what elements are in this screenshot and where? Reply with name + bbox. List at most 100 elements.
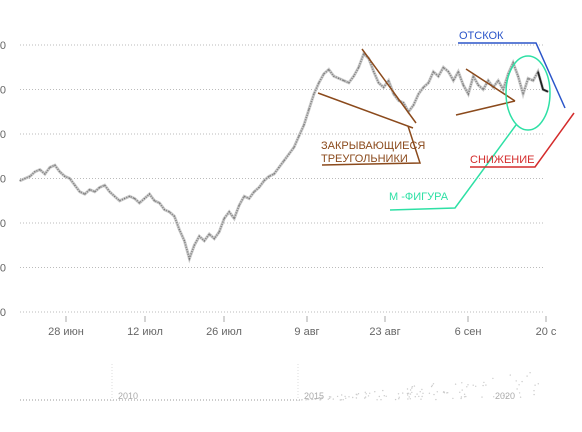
navigator-dot (382, 389, 384, 392)
price-point (522, 93, 524, 95)
navigator-dot (341, 394, 343, 396)
navigator-dot (365, 393, 367, 395)
price-point (109, 191, 111, 193)
price-point (104, 184, 106, 186)
price-series (19, 51, 549, 264)
navigator-dot (327, 398, 329, 400)
navigator-dot (460, 397, 462, 400)
price-point (477, 84, 479, 86)
navigator-dot (459, 391, 461, 393)
price-point (288, 153, 290, 155)
navigator-dot (430, 385, 433, 388)
navigator-dot (421, 395, 423, 398)
navigator-dot (482, 384, 484, 387)
navigator-dot (461, 389, 463, 391)
navigator-dot (369, 392, 371, 394)
price-point (173, 215, 175, 217)
rebound-annotation: ОТСКОК (458, 30, 566, 109)
price-point (89, 189, 91, 191)
y-tick-label: 0 (0, 85, 6, 97)
price-point (353, 75, 355, 77)
navigator-dot (328, 397, 331, 400)
triangles-annotation: ЗАКРЫВАЮЩИЕСЯ ТРЕУГОЛЬНИКИ (317, 48, 516, 166)
y-tick-label: 0 (0, 40, 6, 52)
x-tick-label: 28 июн (48, 326, 84, 338)
navigator-dot (311, 398, 313, 401)
navigator-dot (380, 399, 382, 401)
price-point (39, 169, 41, 171)
navigator-dot (394, 398, 397, 401)
decline-pointer (470, 112, 575, 168)
price-point (348, 82, 350, 84)
navigator-dot (406, 392, 409, 395)
price-point (427, 82, 430, 84)
navigator-dot (407, 394, 409, 396)
navigator-dot (529, 372, 531, 374)
m-figure-annotation: М -ФИГУРА (389, 55, 551, 211)
price-point (238, 204, 240, 206)
navigator[interactable]: 2010 2015 2020 (20, 364, 539, 402)
price-point (148, 193, 151, 195)
navigator-dot (446, 392, 448, 394)
navigator-dot (461, 382, 463, 384)
navigator-dot (533, 393, 535, 396)
m-figure-pointer (389, 124, 517, 211)
y-tick-label: 0 (0, 174, 6, 186)
price-point (388, 80, 390, 82)
price-point (383, 86, 385, 88)
price-point (532, 80, 534, 82)
navigator-dot (492, 377, 494, 380)
triangles-pointer (321, 125, 422, 166)
navigator-dot (518, 384, 520, 386)
price-point (178, 229, 180, 231)
navigator-dot (420, 398, 422, 400)
y-tick-label: 0 (0, 263, 6, 275)
navigator-dot (321, 396, 323, 398)
price-point (432, 71, 434, 73)
y-tick-label: 0 (0, 307, 6, 319)
navigator-tick-label: 2010 (118, 391, 138, 401)
navigator-dot (318, 397, 320, 399)
price-point (188, 258, 190, 260)
price-point (248, 197, 250, 200)
navigator-dot (432, 383, 435, 385)
price-point (308, 108, 310, 111)
navigator-dot (306, 398, 308, 401)
price-point (417, 93, 420, 95)
price-point (74, 184, 76, 186)
price-point (517, 75, 519, 77)
navigator-dot (518, 392, 521, 394)
price-line-latest (537, 71, 549, 93)
price-point (363, 53, 365, 55)
price-point (34, 171, 36, 173)
navigator-dot (385, 395, 387, 397)
price-point (54, 164, 56, 166)
price-point (358, 66, 360, 68)
navigator-dot (364, 396, 367, 398)
navigator-dot (409, 389, 412, 391)
navigator-dot (407, 392, 410, 394)
navigator-dot (465, 395, 467, 398)
price-point (193, 244, 195, 246)
navigator-dot (413, 385, 416, 387)
navigator-dot (406, 388, 409, 390)
navigator-dot (436, 391, 438, 393)
price-point (24, 177, 26, 180)
price-point (158, 202, 161, 204)
navigator-dot (519, 396, 522, 398)
navigator-dot (509, 374, 511, 376)
navigator-dot (407, 398, 409, 400)
decline-label: СНИЖЕНИЕ (470, 154, 534, 166)
x-tick-label: 20 с (536, 326, 557, 338)
navigator-dot (505, 395, 508, 397)
navigator-dot (348, 396, 350, 398)
navigator-dot (463, 396, 466, 398)
price-point (208, 233, 210, 235)
navigator-dot (332, 398, 334, 400)
price-point (64, 175, 66, 177)
navigator-dot (419, 391, 421, 393)
price-point (198, 235, 200, 237)
x-axis: 28 июн 12 июл 26 июл 9 авг 23 авг 6 сен 20 с (48, 316, 557, 338)
navigator-dot (533, 390, 535, 392)
